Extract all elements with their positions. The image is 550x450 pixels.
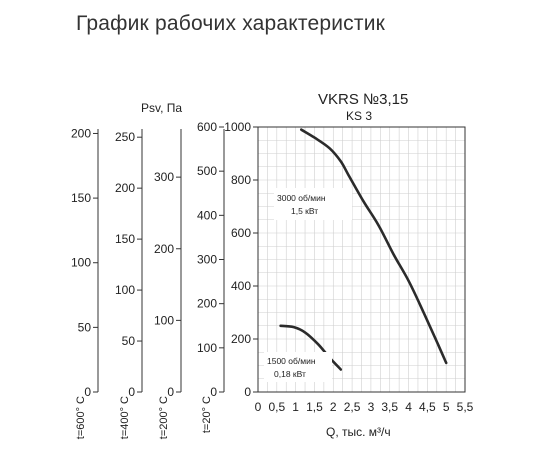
scale-tick-label: 50: [78, 320, 92, 334]
scale-tick-label: 300: [154, 170, 174, 184]
fan-curves: [279, 128, 448, 371]
x-tick-label: 1: [292, 400, 299, 414]
series-label-1-power: 1,5 кВт: [291, 206, 318, 216]
y-tick-label: 0: [244, 385, 251, 399]
scale-tick-label: 0: [210, 385, 217, 399]
y-tick-label: 200: [231, 332, 251, 346]
scale-tick-label: 300: [197, 253, 217, 267]
scale-tick-label: 0: [84, 385, 91, 399]
scale-tick-label: 600: [197, 120, 217, 134]
temperature-scale: 0 50 100 150 200 t=600° C: [71, 126, 99, 439]
scale-tick-label: 200: [115, 181, 135, 195]
x-tick-label: 5: [443, 400, 450, 414]
y-tick-label: 1000: [224, 120, 251, 134]
scale-tick-label: 100: [71, 256, 91, 270]
y-tick-labels: 0 200 400 600 800 1000: [224, 120, 258, 399]
x-tick-label: 3,5: [381, 400, 398, 414]
scale-label: t=200° C: [158, 396, 170, 439]
temperature-scale: 0 100 200 300 t=200° C: [154, 129, 182, 439]
scale-label: t=400° C: [119, 396, 131, 439]
scale-tick-label: 0: [128, 385, 135, 399]
series-label-2-power: 0,18 кВт: [274, 369, 306, 379]
x-tick-label: 2,5: [344, 400, 361, 414]
model-subtitle: KS 3: [346, 109, 372, 123]
scale-tick-label: 200: [71, 126, 91, 140]
plot-frame: [257, 126, 466, 393]
x-tick-label: 0: [255, 400, 262, 414]
x-tick-label: 2: [330, 400, 337, 414]
series-label-1-speed: 3000 об/мин: [277, 193, 326, 203]
scale-tick-label: 100: [197, 341, 217, 355]
series-label-1: 3000 об/мин 1,5 кВт: [274, 188, 352, 220]
series-line-1: [300, 128, 448, 365]
x-tick-label: 4,5: [419, 400, 436, 414]
scale-label: t=20° C: [201, 396, 213, 433]
x-tick-label: 0,5: [268, 400, 285, 414]
x-tick-label: 5,5: [457, 400, 474, 414]
x-tick-label: 4: [405, 400, 412, 414]
x-axis-label: Q, тыс. м³/ч: [326, 425, 391, 439]
scale-tick-label: 500: [197, 164, 217, 178]
y-tick-label: 600: [231, 226, 251, 240]
scale-tick-label: 250: [115, 130, 135, 144]
chart-axes: [257, 126, 466, 393]
scale-tick-label: 200: [197, 297, 217, 311]
scale-tick-label: 100: [154, 313, 174, 327]
x-tick-label: 3: [368, 400, 375, 414]
x-tick-label: 1,5: [306, 400, 323, 414]
temperature-scale: 0 50 100 150 200 250 t=400° C: [115, 129, 143, 439]
scale-tick-label: 150: [71, 191, 91, 205]
x-tick-labels: 0 0,5 1 1,5 2 2,5 3 3,5 4 4,5 5 5,5: [255, 400, 474, 414]
series-label-2-speed: 1500 об/мин: [267, 356, 316, 366]
y-tick-label: 400: [231, 279, 251, 293]
y-axis-label: Psv, Па: [141, 101, 182, 115]
scale-tick-label: 400: [197, 208, 217, 222]
scale-tick-label: 200: [154, 242, 174, 256]
scale-tick-label: 0: [167, 385, 174, 399]
temperature-scale: 0 100 200 300 400 500 600 t=20° C: [197, 120, 225, 433]
model-title: VKRS №3,15: [318, 91, 408, 108]
scale-tick-label: 50: [122, 334, 136, 348]
scale-tick-label: 100: [115, 283, 135, 297]
series-label-2: 1500 об/мин 0,18 кВт: [264, 352, 332, 382]
page-heading: График рабочих характеристик: [76, 12, 386, 35]
scale-label: t=600° C: [75, 396, 87, 439]
scale-tick-label: 150: [115, 232, 135, 246]
y-tick-label: 800: [231, 173, 251, 187]
